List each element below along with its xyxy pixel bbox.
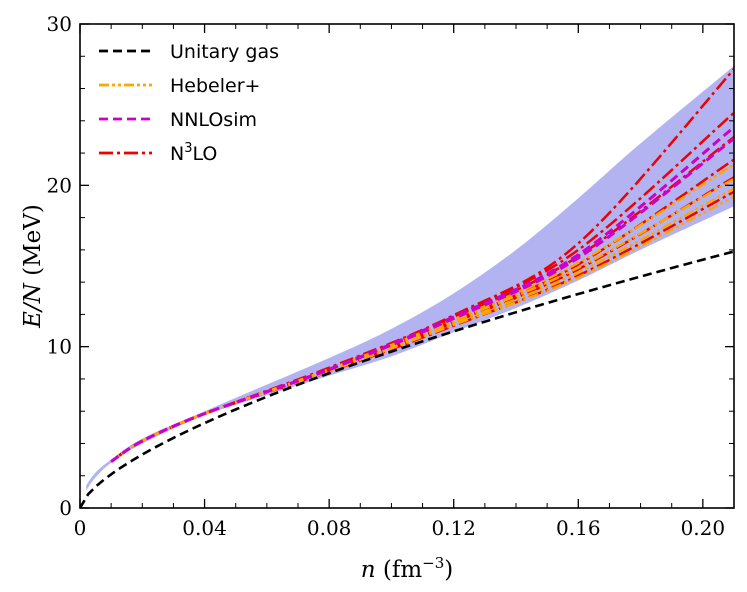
unitary-series-line-1 bbox=[80, 250, 734, 508]
legend-label: N3LO bbox=[170, 141, 217, 165]
y-tick-label: 30 bbox=[47, 12, 72, 36]
legend: Unitary gas Hebeler+ NNLOsim N3LO bbox=[99, 41, 279, 165]
ticks: 0 0.04 0.08 0.12 0.16 0.20 0 10 20 30 bbox=[47, 12, 734, 540]
y-tick-label: 20 bbox=[47, 173, 72, 197]
x-tick-label: 0.16 bbox=[556, 516, 601, 540]
legend-entry: Hebeler+ bbox=[99, 75, 260, 97]
legend-entry: Unitary gas bbox=[99, 41, 279, 63]
x-tick-label: 0.08 bbox=[307, 516, 352, 540]
y-tick-label: 10 bbox=[47, 335, 72, 359]
x-axis-label: n (fm−3) bbox=[361, 554, 454, 583]
x-tick-label: 0.20 bbox=[681, 516, 726, 540]
legend-entry: N3LO bbox=[99, 141, 217, 165]
nnlosim-series-line-2 bbox=[110, 137, 734, 463]
series-layer bbox=[80, 68, 734, 508]
y-tick-label: 0 bbox=[59, 496, 72, 520]
legend-entry: NNLOsim bbox=[99, 109, 257, 131]
x-tick-label: 0.04 bbox=[182, 516, 227, 540]
plot-frame bbox=[79, 23, 735, 509]
y-axis-label: E/N (MeV) bbox=[20, 204, 46, 329]
legend-label: Unitary gas bbox=[170, 41, 279, 63]
axes-frame bbox=[79, 23, 735, 509]
x-tick-label: 0 bbox=[74, 516, 87, 540]
legend-label: Hebeler+ bbox=[170, 75, 260, 97]
legend-label: NNLOsim bbox=[170, 109, 257, 131]
x-tick-label: 0.12 bbox=[431, 516, 476, 540]
